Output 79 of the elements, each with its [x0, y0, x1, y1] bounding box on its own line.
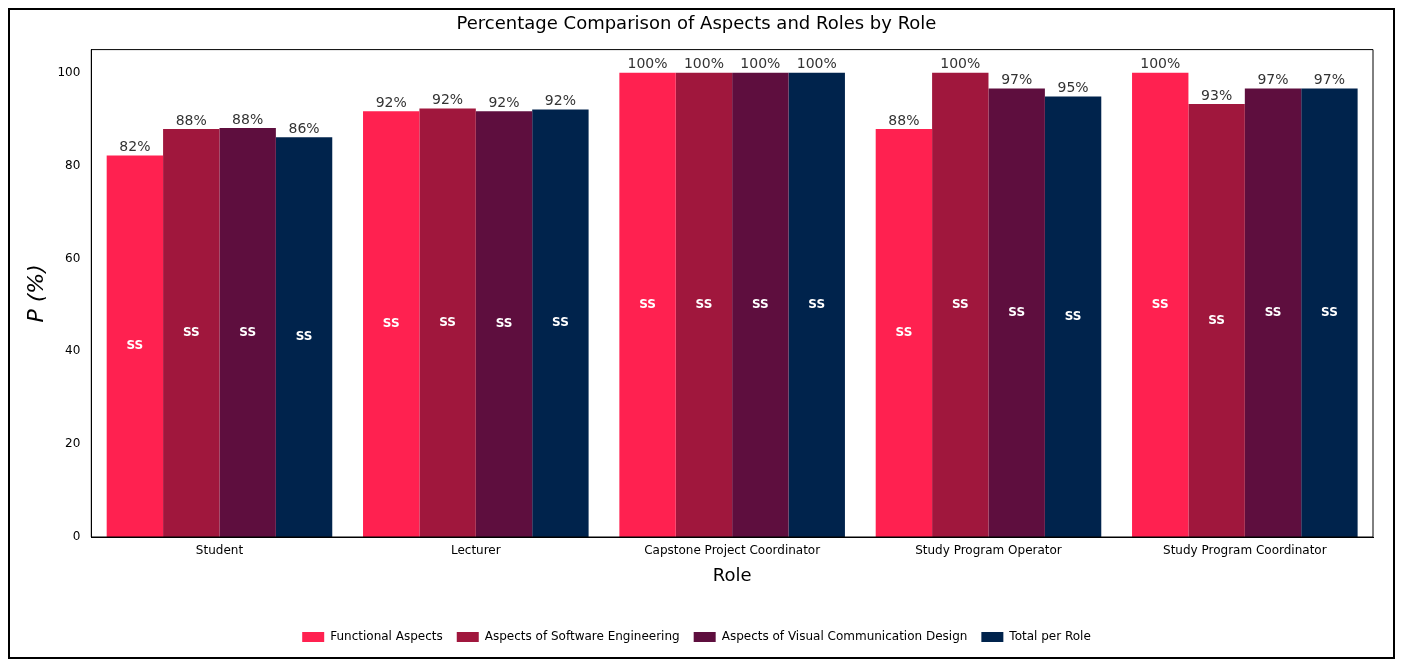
bar [675, 72, 733, 537]
bar [788, 72, 845, 537]
annotation: SS [382, 316, 400, 331]
y-axis-title: P (%) [22, 264, 48, 323]
annotation: SS [751, 297, 769, 312]
data-label: 97% [1257, 71, 1289, 88]
bar [1301, 88, 1358, 537]
bar [1132, 72, 1189, 537]
annotation: SS [552, 315, 569, 330]
data-label: 97% [1313, 71, 1345, 88]
bar [932, 72, 989, 537]
y-tick-label: 80 [65, 157, 81, 172]
annotation: SS [639, 297, 656, 312]
legend-label: Aspects of Software Engineering [484, 629, 680, 644]
annotation: SS [895, 325, 913, 340]
bar [419, 108, 476, 537]
bar [875, 128, 933, 537]
data-label: 100% [1140, 55, 1181, 72]
y-tick-label: 100 [57, 64, 81, 79]
data-label: 95% [1057, 79, 1089, 96]
annotation: SS [695, 297, 713, 312]
annotation: SS [808, 297, 826, 312]
y-tick-label: 60 [65, 250, 81, 265]
annotation: SS [1264, 304, 1282, 319]
x-tick-label: Study Program Coordinator [1163, 543, 1327, 558]
data-label: 100% [683, 55, 724, 72]
y-tick-label: 20 [65, 436, 81, 451]
annotation: SS [1064, 308, 1082, 323]
data-label: 93% [1201, 86, 1233, 103]
annotation: SS [495, 316, 513, 331]
data-label: 92% [488, 93, 520, 110]
bar [363, 111, 420, 537]
data-label: 92% [544, 92, 576, 109]
x-axis-title: Role [712, 563, 752, 585]
annotation: SS [239, 324, 257, 339]
annotation: SS [126, 338, 144, 353]
data-label: 97% [1001, 71, 1033, 88]
data-label: 100% [740, 55, 781, 72]
bar [1188, 103, 1245, 537]
data-label: 100% [940, 55, 981, 72]
bar [163, 128, 220, 537]
y-tick-label: 40 [65, 343, 81, 358]
data-label: 82% [119, 138, 151, 155]
data-label: 88% [232, 110, 264, 127]
bar [532, 109, 589, 537]
x-tick-label: Capstone Project Coordinator [644, 543, 821, 558]
legend-label: Total per Role [1008, 629, 1091, 644]
bar [219, 128, 276, 537]
data-label: 88% [175, 111, 207, 128]
annotation: SS [439, 314, 456, 329]
chart-title: Percentage Comparison of Aspects and Roles by Role [456, 12, 937, 34]
annotation: SS [1151, 297, 1169, 312]
y-tick-label: 0 [72, 529, 81, 544]
data-label: 100% [796, 55, 837, 72]
annotation: SS [1208, 312, 1226, 327]
x-tick-label: Lecturer [450, 543, 501, 558]
bar [619, 72, 676, 537]
data-label: 88% [888, 111, 920, 128]
bar [732, 72, 789, 537]
annotation: SS [1321, 304, 1338, 319]
annotation: SS [1008, 304, 1026, 319]
data-label: 92% [432, 91, 464, 108]
x-tick-label: Study Program Operator [915, 543, 1062, 558]
bar [1244, 88, 1302, 537]
x-tick-label: Student [195, 543, 244, 558]
bar [1044, 96, 1102, 537]
annotation: SS [951, 297, 969, 312]
data-label: 92% [375, 93, 407, 110]
figure-frame: Role P (%) Functional Aspects Aspects of Software Engineering Aspects of Visual Communication Design Total per Role Percentage Comparison of Aspects and Roles by Role Student Lecturer Capstone Project Coordinator Study Program Operator Study Program Coordinator 0 20 40 60 80 100 82% 92% 100% 88% 100% 88% 92% 100% 100% 93% 88% 92% 100% 97% 97% 86% 92% 100% 95% 97% SS SS SS SS SS SS SS SS SS SS SS SS SS SS SS SS SS SS SS SS [8, 8, 1395, 659]
data-label: 86% [288, 119, 320, 136]
annotation: SS [295, 329, 313, 344]
legend-label: Aspects of Visual Communication Design [721, 629, 968, 644]
bar [275, 137, 333, 537]
legend-label: Functional Aspects [330, 629, 443, 644]
annotation: SS [182, 325, 200, 340]
data-label: 100% [627, 55, 668, 72]
bar [106, 155, 164, 537]
bar [988, 88, 1045, 537]
bar [475, 111, 533, 537]
